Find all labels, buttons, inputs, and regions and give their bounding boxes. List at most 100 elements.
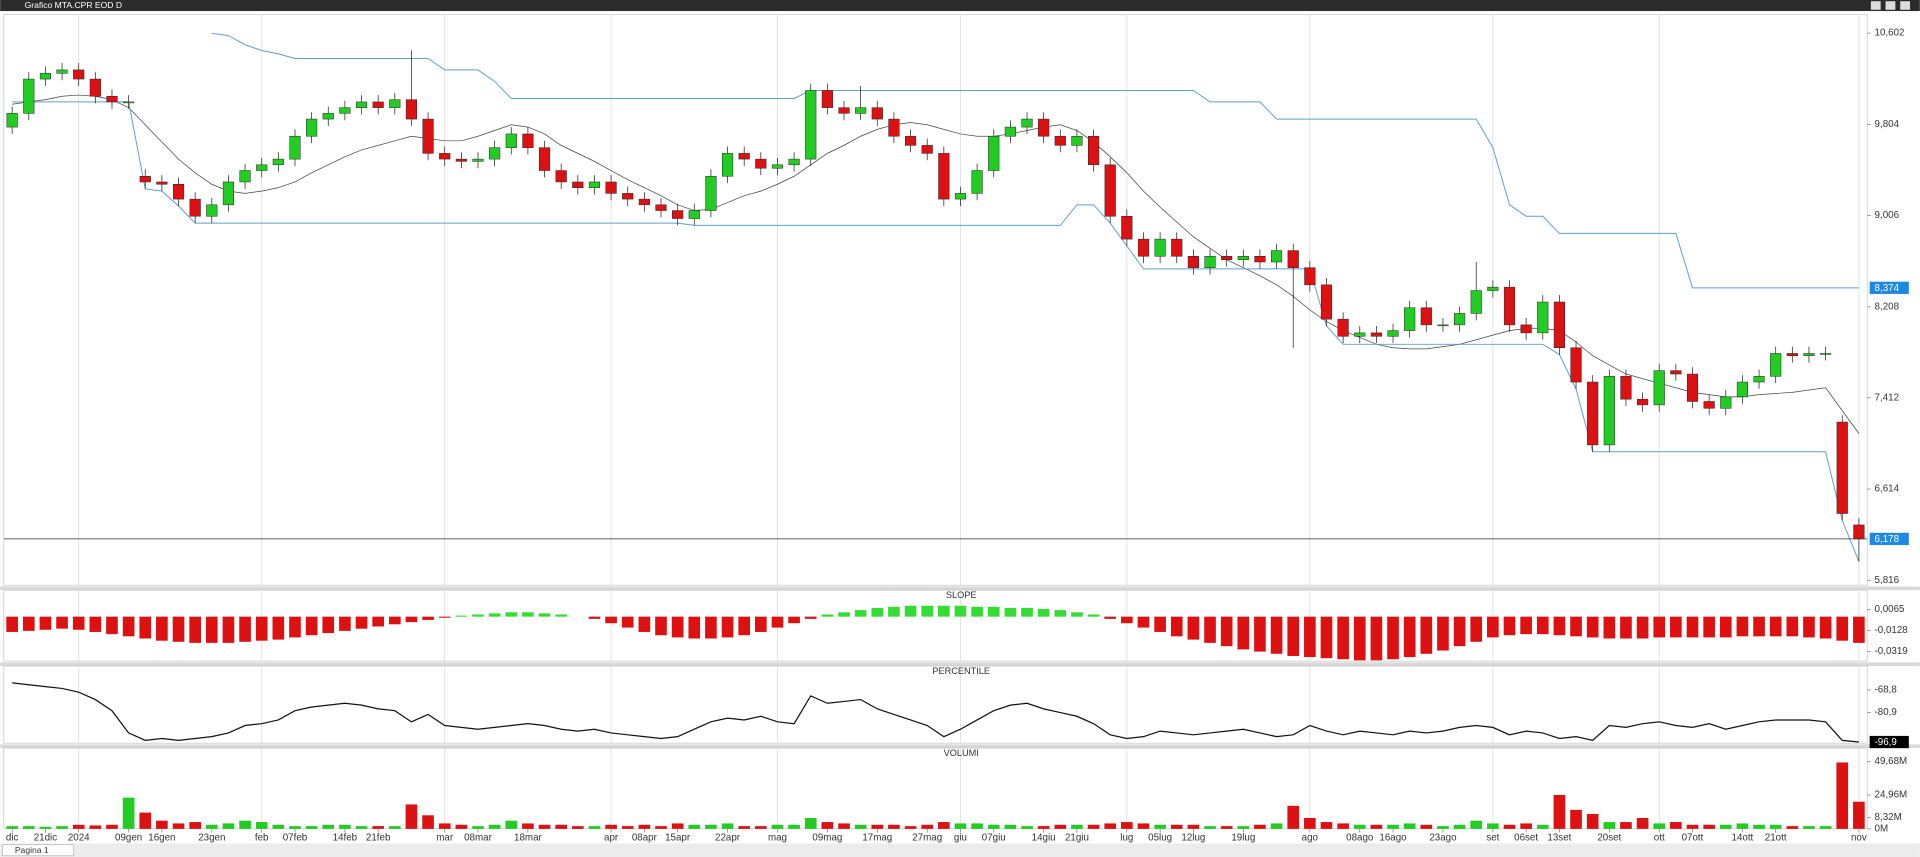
bar	[1536, 616, 1549, 635]
bar	[1137, 616, 1150, 628]
candle-body	[306, 118, 318, 137]
candle-body	[439, 153, 451, 160]
bar	[1487, 616, 1499, 638]
candle-body	[705, 175, 717, 211]
page-tab[interactable]	[2, 844, 74, 857]
y-tick-label: 9,006	[1875, 210, 1900, 221]
x-tick-label: giu	[954, 833, 967, 844]
max-button[interactable]	[1885, 1, 1896, 10]
x-tick-label: 13set	[1547, 833, 1571, 844]
bar	[538, 613, 551, 617]
candle-body	[1404, 307, 1416, 331]
bar	[1154, 824, 1166, 829]
bar	[954, 823, 967, 829]
candle-body	[1154, 238, 1166, 257]
bar	[1553, 616, 1566, 636]
x-tick-label: 14ott	[1732, 833, 1754, 844]
bar	[1487, 823, 1499, 829]
close-button[interactable]	[1900, 1, 1911, 10]
x-tick-label: 22apr	[715, 833, 741, 844]
bar	[472, 826, 484, 829]
bar	[671, 616, 684, 638]
bar	[555, 824, 568, 829]
bar	[56, 616, 68, 629]
x-tick-label: nov	[1851, 833, 1867, 844]
bar	[6, 616, 18, 632]
bar	[1320, 822, 1333, 829]
bar	[1786, 826, 1799, 829]
bar	[1853, 616, 1865, 643]
bar	[1337, 616, 1349, 660]
bar	[22, 616, 35, 631]
panel-frame	[3, 589, 1868, 662]
candle-body	[1370, 332, 1382, 337]
bar	[56, 826, 68, 829]
panel-title: SLOPE	[946, 590, 977, 600]
bar	[1370, 824, 1383, 829]
bar	[1121, 822, 1133, 829]
candle-body	[904, 135, 917, 146]
bar	[771, 824, 784, 829]
candle-body	[555, 170, 567, 183]
bar	[1137, 823, 1150, 829]
bar	[1586, 813, 1599, 829]
title-bar	[0, 0, 1920, 12]
x-tick-label: 2024	[68, 833, 90, 844]
x-tick-label: 23gen	[198, 833, 225, 844]
panel-frame	[3, 665, 1868, 744]
bar	[1670, 822, 1682, 829]
candle-body	[372, 101, 384, 108]
bar	[738, 616, 751, 636]
candle-body	[988, 135, 1000, 171]
bar	[1320, 616, 1333, 659]
candle-body	[1337, 318, 1349, 337]
x-tick-label: 21ott	[1765, 833, 1787, 844]
candle-body	[1004, 126, 1016, 137]
bar	[921, 605, 934, 617]
candle-body	[1820, 353, 1832, 355]
candle-body	[738, 153, 750, 160]
bar	[1570, 809, 1582, 829]
bar	[738, 826, 751, 829]
bar	[388, 826, 401, 829]
candle-body	[289, 135, 301, 160]
bar	[888, 606, 900, 617]
bar	[771, 616, 784, 628]
candle-body	[1021, 118, 1033, 128]
bar	[255, 822, 268, 829]
bar	[1620, 616, 1632, 639]
bar	[1071, 824, 1083, 829]
bar	[1403, 823, 1416, 829]
x-tick-label: 14feb	[333, 833, 358, 844]
candle-body	[1320, 284, 1333, 320]
bar	[172, 616, 185, 642]
bar	[1387, 824, 1399, 829]
bar	[372, 826, 384, 829]
x-tick-label: 27mag	[912, 833, 942, 844]
bar	[871, 824, 884, 829]
bar	[39, 826, 52, 829]
bar	[538, 824, 551, 829]
candle-body	[871, 107, 883, 120]
bar	[1836, 616, 1849, 641]
candle-body	[672, 210, 684, 219]
panel-separator	[0, 586, 1920, 591]
bar	[205, 824, 218, 829]
candle-body	[1720, 396, 1732, 409]
bar	[1237, 616, 1250, 650]
bar	[1037, 609, 1050, 617]
x-tick-label: 07feb	[283, 833, 308, 844]
bar	[106, 824, 118, 829]
candle-body	[1803, 353, 1815, 356]
candle-body	[172, 184, 185, 200]
candle-body	[272, 158, 284, 166]
x-tick-label: 09mag	[812, 833, 842, 844]
min-button[interactable]	[1870, 1, 1881, 10]
candle-body	[222, 181, 235, 206]
bar	[688, 824, 701, 829]
bar	[1603, 822, 1616, 829]
x-tick-label: 07ott	[1682, 833, 1704, 844]
bar	[1819, 826, 1832, 829]
bar	[987, 606, 1000, 617]
candle-body	[1470, 290, 1482, 314]
